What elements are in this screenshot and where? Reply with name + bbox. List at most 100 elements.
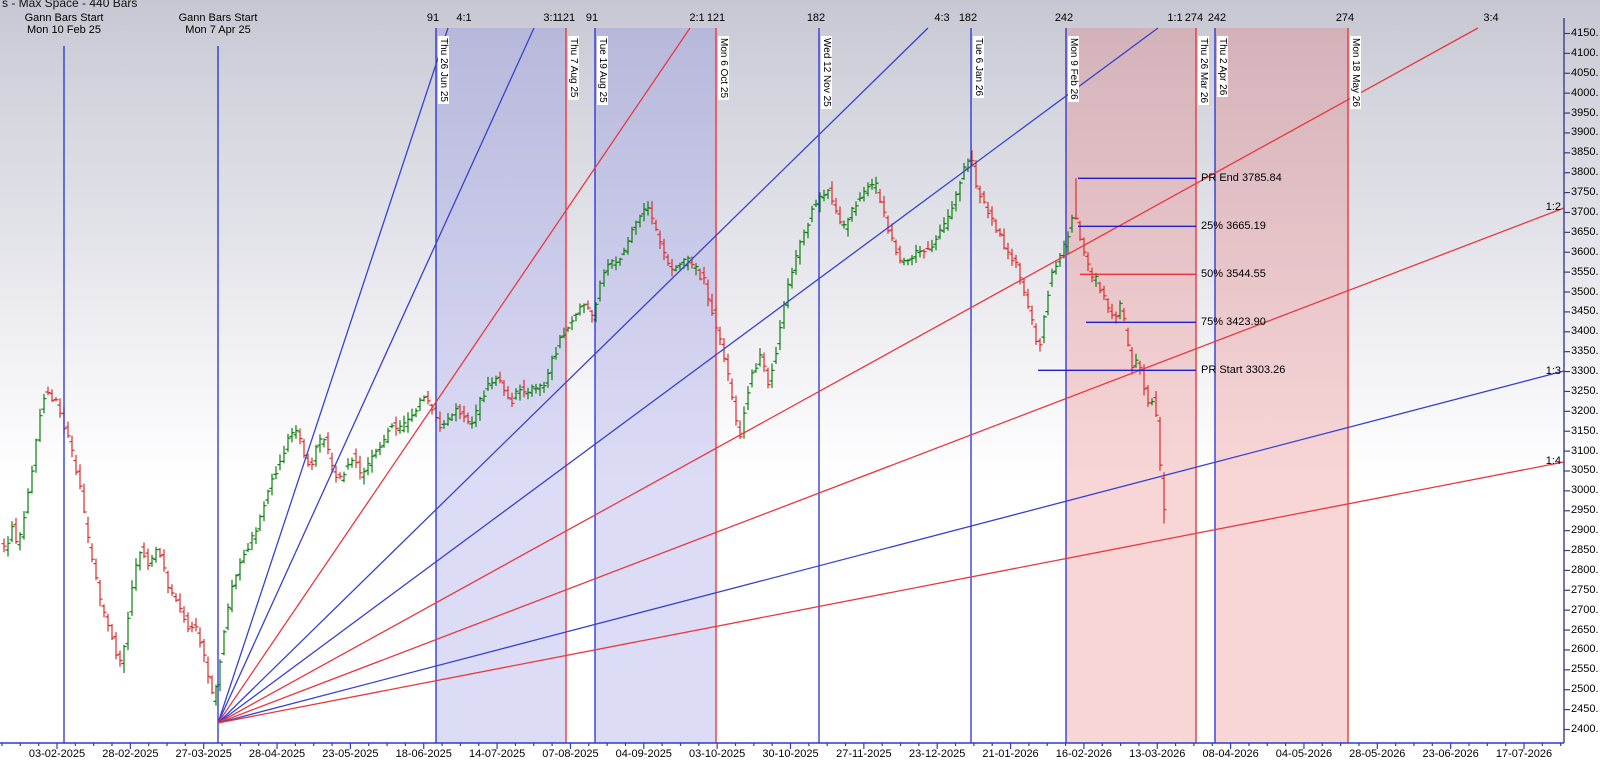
fan-ratio-label: 1:4 <box>1545 455 1561 467</box>
fan-ratio-label: 1:2 <box>1545 201 1561 213</box>
retracement-label: 75% 3423.90 <box>1201 316 1266 329</box>
fan-line-1:4[interactable] <box>217 461 1565 724</box>
y-axis-label: 3000. <box>1571 484 1599 497</box>
cycle-label: 182 <box>958 12 978 24</box>
fan-line-3:1[interactable] <box>217 27 535 724</box>
gann-start-label-line1: Gann Bars Start <box>24 12 104 24</box>
x-axis-label: 30-10-2025 <box>762 748 819 760</box>
cycle-label: 274 <box>1335 12 1355 24</box>
cycle-label: 121 <box>556 12 576 24</box>
y-axis-label: 3250. <box>1571 384 1599 397</box>
x-axis-label: 18-06-2025 <box>395 748 452 760</box>
x-axis-label: 27-03-2025 <box>175 748 232 760</box>
cycle-label: 91 <box>585 12 599 24</box>
cycle-label: 91 <box>426 12 440 24</box>
event-date-label: Thu 2 Apr 26 <box>1217 36 1228 98</box>
y-axis-label: 3850. <box>1571 146 1599 159</box>
cycle-label: 1:1 <box>1167 12 1183 24</box>
retracement-lines[interactable] <box>1038 177 1196 371</box>
y-axis-label: 2900. <box>1571 524 1599 537</box>
cycle-label: 3:4 <box>1483 12 1499 24</box>
y-axis-label: 2800. <box>1571 563 1599 576</box>
x-axis-label: 28-02-2025 <box>102 748 159 760</box>
y-axis-label: 3650. <box>1571 225 1599 238</box>
y-axis-label: 3900. <box>1571 126 1599 139</box>
time-band-blue <box>595 28 716 743</box>
y-axis-label: 2750. <box>1571 583 1599 596</box>
event-date-label: Thu 7 Aug 25 <box>568 36 579 100</box>
y-axis-label: 3450. <box>1571 305 1599 318</box>
x-axis-label: 28-05-2026 <box>1349 748 1406 760</box>
y-axis-label: 3800. <box>1571 166 1599 179</box>
gann-start-label: Gann Bars Start Mon 7 Apr 25 <box>163 12 273 36</box>
cycle-label: 121 <box>706 12 726 24</box>
time-band-red <box>1066 28 1196 743</box>
gann-start-label-line2: Mon 10 Feb 25 <box>27 24 101 36</box>
y-axis-label: 3750. <box>1571 186 1599 199</box>
x-axis-label: 04-05-2026 <box>1275 748 1333 760</box>
retracement-label: PR End 3785.84 <box>1201 172 1282 185</box>
y-axis-label: 4050. <box>1571 66 1599 79</box>
y-axis-label: 2850. <box>1571 544 1599 557</box>
y-axis-label: 2400. <box>1571 723 1599 735</box>
gann-start-label-line1: Gann Bars Start <box>178 12 258 24</box>
y-axis-label: 2950. <box>1571 504 1599 517</box>
x-axis-label: 23-12-2025 <box>909 748 966 760</box>
gann-fan-lines[interactable] <box>217 27 1565 724</box>
x-axis-label: 17-07-2026 <box>1495 748 1553 760</box>
retracement-label: PR Start 3303.26 <box>1201 364 1286 377</box>
y-axis-label: 4000. <box>1571 86 1599 99</box>
event-date-label: Tue 6 Jan 26 <box>973 36 984 99</box>
event-date-label: Mon 6 Oct 25 <box>718 36 729 101</box>
fan-line-4:3[interactable] <box>217 27 929 724</box>
y-axis-label: 3200. <box>1571 404 1599 417</box>
axes <box>0 18 1570 749</box>
cycle-label: 3:1 <box>543 12 559 24</box>
event-date-label: Mon 18 May 26 <box>1350 36 1361 109</box>
ohlc-bars <box>1 150 1167 706</box>
cycle-label: 4:3 <box>934 12 950 24</box>
retracement-label: 25% 3665.19 <box>1201 220 1266 233</box>
x-axis-label: 03-10-2025 <box>689 748 746 760</box>
event-date-label: Wed 12 Nov 25 <box>821 36 832 109</box>
cycle-label: 2:1 <box>689 12 705 24</box>
x-axis-label: 04-09-2025 <box>615 748 672 760</box>
gann-start-label: Gann Bars Start Mon 10 Feb 25 <box>9 12 119 36</box>
event-date-label: Tue 19 Aug 25 <box>597 36 608 105</box>
x-axis-label: 27-11-2025 <box>836 748 892 760</box>
y-axis-label: 3350. <box>1571 345 1599 358</box>
x-axis-label: 21-01-2026 <box>982 748 1039 760</box>
y-axis-label: 2700. <box>1571 603 1599 616</box>
cycle-label: 4:1 <box>456 12 472 24</box>
time-band-red <box>1215 28 1348 743</box>
fan-line-3:4[interactable] <box>217 27 1479 724</box>
cycle-label: 274 <box>1184 12 1204 24</box>
y-axis-label: 3400. <box>1571 325 1599 338</box>
y-axis-label: 2450. <box>1571 703 1599 716</box>
y-axis-label: 3300. <box>1571 365 1599 378</box>
fan-line-1:3[interactable] <box>217 370 1565 724</box>
fan-line-2:1[interactable] <box>217 27 691 724</box>
y-axis-label: 3600. <box>1571 245 1599 258</box>
y-axis-label: 2500. <box>1571 683 1599 696</box>
fan-ratio-label: 1:3 <box>1545 365 1561 377</box>
y-axis-label: 3100. <box>1571 444 1599 457</box>
cycle-label: 242 <box>1207 12 1227 24</box>
shaded-bands <box>436 28 1348 743</box>
event-date-label: Mon 9 Feb 26 <box>1068 36 1079 102</box>
y-axis-label: 2650. <box>1571 623 1599 636</box>
fan-line-1:2[interactable] <box>217 207 1565 724</box>
fan-line-4:1[interactable] <box>217 27 449 724</box>
event-date-label: Thu 26 Mar 26 <box>1198 36 1209 106</box>
x-axis-label: 08-04-2026 <box>1202 748 1259 760</box>
fan-line-1:1[interactable] <box>217 27 1159 724</box>
y-axis-label: 3700. <box>1571 205 1599 218</box>
y-axis-label: 3550. <box>1571 265 1599 278</box>
event-vertical-lines[interactable] <box>63 28 1349 743</box>
y-axis-label: 3150. <box>1571 424 1599 437</box>
y-axis-label: 3500. <box>1571 285 1599 298</box>
x-axis-label: 13-03-2026 <box>1129 748 1186 760</box>
chart-title: s - Max Space - 440 Bars <box>2 0 138 10</box>
